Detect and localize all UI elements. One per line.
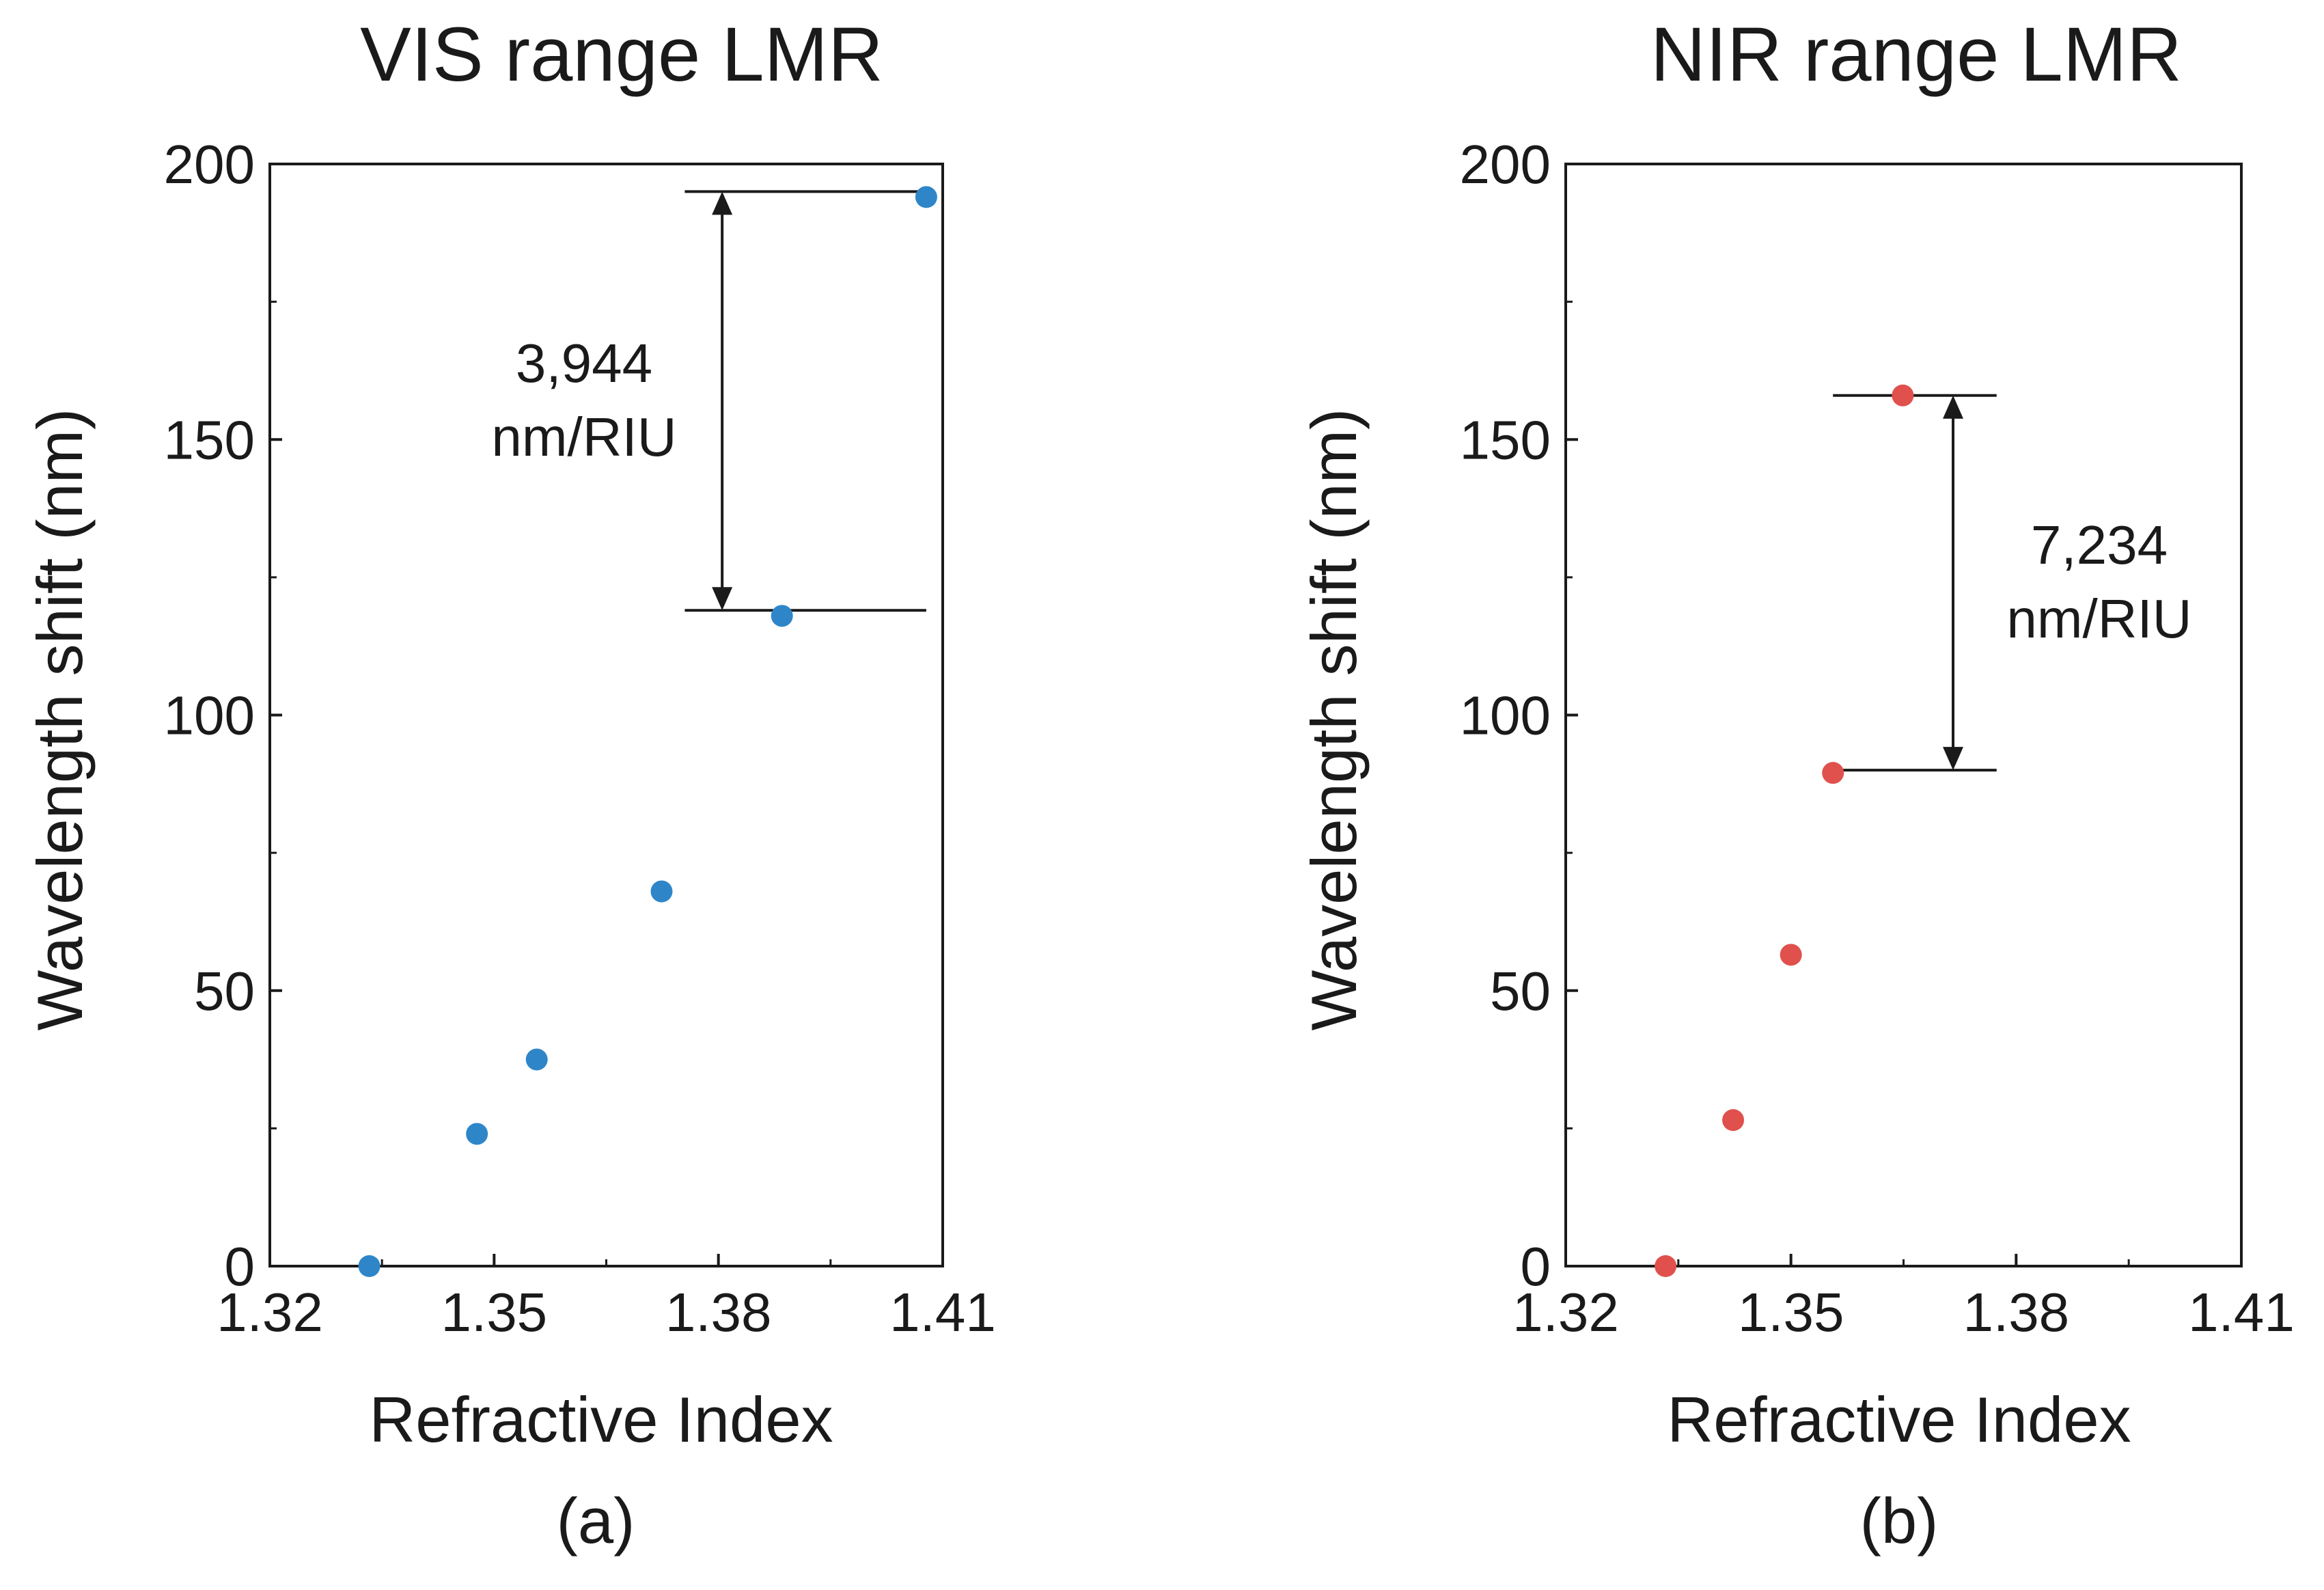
y-tick-label-a: 150 bbox=[164, 409, 255, 470]
y-tick-label-a: 50 bbox=[194, 961, 255, 1022]
data-point-b bbox=[1780, 944, 1802, 966]
x-tick-label-b: 1.41 bbox=[2188, 1282, 2295, 1343]
chart-title-a: VIS range LMR bbox=[360, 12, 883, 97]
annotation-arrow-head-down-b bbox=[1943, 747, 1964, 771]
x-tick-label-a: 1.35 bbox=[441, 1282, 547, 1343]
panel-label-b: (b) bbox=[1860, 1485, 1939, 1557]
annotation-arrow-head-up-a bbox=[712, 191, 733, 215]
x-tick-label-b: 1.32 bbox=[1512, 1282, 1619, 1343]
data-point-b bbox=[1722, 1109, 1745, 1132]
data-point-b bbox=[1655, 1255, 1677, 1277]
data-point-b bbox=[1822, 762, 1844, 784]
annotation-value-b: 7,234 bbox=[2031, 515, 2168, 575]
ylabel-b: Wavelength shift (nm) bbox=[1298, 409, 1370, 1031]
chart-panel-a: VIS range LMR Wavelength shift (nm) Refr… bbox=[24, 12, 996, 1557]
x-tick-label-a: 1.32 bbox=[217, 1282, 323, 1343]
plot-frame-a bbox=[268, 163, 944, 1267]
data-point-b bbox=[1892, 384, 1914, 407]
y-tick-label-b: 200 bbox=[1460, 134, 1551, 195]
y-tick-label-b: 150 bbox=[1460, 409, 1551, 470]
plot-area-a: 1.32 1.35 1.38 1.41 0 50 100 150 200 3,944 nm/RIU bbox=[164, 134, 996, 1343]
y-tick-label-b: 0 bbox=[1521, 1236, 1551, 1297]
ylabel-a: Wavelength shift (nm) bbox=[24, 409, 96, 1031]
y-tick-label-b: 50 bbox=[1490, 961, 1551, 1022]
chart-title-b: NIR range LMR bbox=[1650, 12, 2182, 97]
annotation-value-a: 3,944 bbox=[516, 333, 652, 394]
y-tick-label-a: 0 bbox=[225, 1236, 255, 1297]
y-tick-label-a: 100 bbox=[164, 685, 255, 746]
y-tick-label-b: 100 bbox=[1460, 685, 1551, 746]
panel-label-a: (a) bbox=[557, 1485, 635, 1557]
data-point-a bbox=[358, 1255, 381, 1277]
plot-frame-b bbox=[1564, 163, 2243, 1267]
data-point-a bbox=[650, 880, 673, 903]
xlabel-a: Refractive Index bbox=[369, 1384, 833, 1455]
annotation-unit-b: nm/RIU bbox=[2006, 588, 2191, 649]
annotation-arrow-head-up-b bbox=[1943, 395, 1964, 419]
data-point-a bbox=[771, 605, 793, 627]
x-tick-label-a: 1.38 bbox=[665, 1282, 772, 1343]
x-tick-label-b: 1.35 bbox=[1738, 1282, 1844, 1343]
annotation-unit-a: nm/RIU bbox=[491, 407, 676, 467]
chart-panel-b: NIR range LMR Wavelength shift (nm) Refr… bbox=[1298, 12, 2295, 1557]
data-point-a bbox=[466, 1123, 488, 1145]
x-tick-label-b: 1.38 bbox=[1963, 1282, 2069, 1343]
annotation-arrow-head-down-a bbox=[712, 587, 733, 611]
xlabel-b: Refractive Index bbox=[1667, 1384, 2131, 1455]
y-tick-label-a: 200 bbox=[164, 134, 255, 195]
x-tick-label-a: 1.41 bbox=[889, 1282, 996, 1343]
plot-area-b: 1.32 1.35 1.38 1.41 0 50 100 150 200 7,234 nm/RIU bbox=[1460, 134, 2295, 1343]
data-point-a bbox=[915, 186, 937, 208]
data-point-a bbox=[525, 1048, 548, 1071]
